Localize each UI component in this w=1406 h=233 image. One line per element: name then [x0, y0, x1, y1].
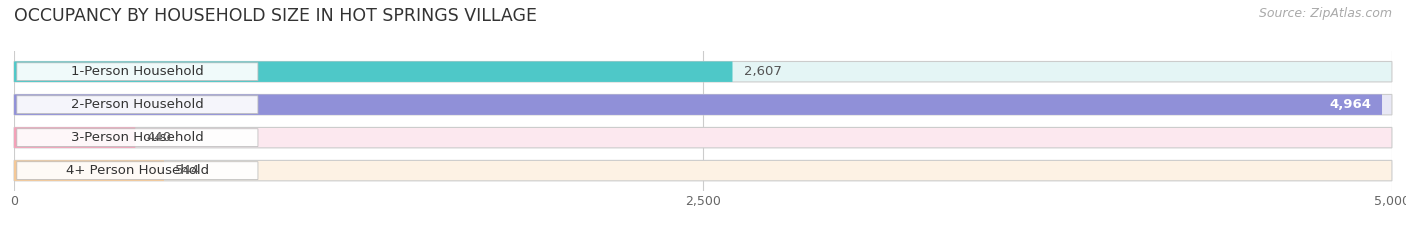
FancyBboxPatch shape [14, 160, 165, 181]
Text: OCCUPANCY BY HOUSEHOLD SIZE IN HOT SPRINGS VILLAGE: OCCUPANCY BY HOUSEHOLD SIZE IN HOT SPRIN… [14, 7, 537, 25]
Text: 544: 544 [174, 164, 200, 177]
FancyBboxPatch shape [17, 96, 257, 113]
Text: 3-Person Household: 3-Person Household [72, 131, 204, 144]
Text: 440: 440 [146, 131, 172, 144]
Text: 2,607: 2,607 [744, 65, 782, 78]
Text: 4,964: 4,964 [1329, 98, 1371, 111]
FancyBboxPatch shape [14, 62, 1392, 82]
FancyBboxPatch shape [17, 63, 257, 81]
FancyBboxPatch shape [14, 62, 733, 82]
FancyBboxPatch shape [14, 127, 135, 148]
FancyBboxPatch shape [14, 160, 1392, 181]
Text: 2-Person Household: 2-Person Household [72, 98, 204, 111]
Text: Source: ZipAtlas.com: Source: ZipAtlas.com [1258, 7, 1392, 20]
FancyBboxPatch shape [17, 129, 257, 147]
FancyBboxPatch shape [14, 127, 1392, 148]
Text: 1-Person Household: 1-Person Household [72, 65, 204, 78]
FancyBboxPatch shape [17, 162, 257, 179]
FancyBboxPatch shape [14, 94, 1392, 115]
FancyBboxPatch shape [14, 94, 1382, 115]
Text: 4+ Person Household: 4+ Person Household [66, 164, 209, 177]
